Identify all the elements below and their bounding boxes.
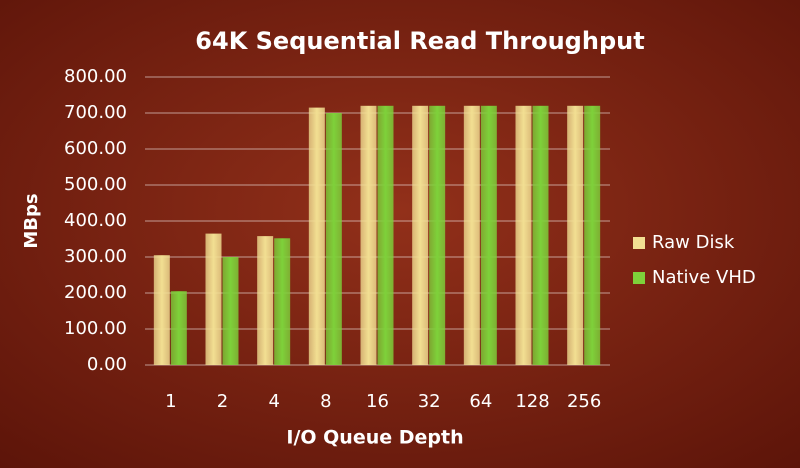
bar bbox=[567, 105, 584, 366]
bar bbox=[377, 105, 394, 366]
bar bbox=[515, 105, 532, 366]
x-tick-label: 32 bbox=[418, 391, 441, 412]
bar bbox=[257, 236, 274, 365]
bar bbox=[325, 113, 342, 365]
chart-title: 64K Sequential Read Throughput bbox=[195, 27, 644, 55]
y-tick-label: 400.00 bbox=[64, 210, 127, 231]
y-tick-label: 700.00 bbox=[64, 102, 127, 123]
bar bbox=[532, 105, 549, 366]
bar bbox=[360, 105, 377, 366]
bar bbox=[463, 105, 480, 366]
legend-swatch bbox=[633, 272, 645, 284]
bar bbox=[170, 291, 187, 365]
x-axis-label: I/O Queue Depth bbox=[286, 427, 463, 449]
y-tick-label: 100.00 bbox=[64, 318, 127, 339]
x-tick-label: 64 bbox=[469, 391, 492, 412]
x-tick-label: 256 bbox=[567, 391, 601, 412]
x-tick-label: 2 bbox=[217, 391, 228, 412]
y-tick-label: 600.00 bbox=[64, 138, 127, 159]
legend-label: Raw Disk bbox=[652, 232, 735, 253]
y-tick-label: 300.00 bbox=[64, 246, 127, 267]
bar bbox=[429, 105, 446, 366]
bar bbox=[222, 257, 239, 365]
bar bbox=[153, 255, 170, 365]
y-axis-label: MBps bbox=[21, 193, 42, 248]
bar bbox=[412, 105, 429, 366]
y-tick-label: 500.00 bbox=[64, 174, 127, 195]
legend-label: Native VHD bbox=[652, 267, 756, 288]
y-tick-label: 800.00 bbox=[64, 66, 127, 87]
x-tick-label: 4 bbox=[268, 391, 279, 412]
x-tick-label: 128 bbox=[515, 391, 549, 412]
x-tick-label: 8 bbox=[320, 391, 331, 412]
x-tick-label: 1 bbox=[165, 391, 176, 412]
bar bbox=[274, 238, 291, 365]
bar bbox=[308, 107, 325, 365]
y-tick-label: 200.00 bbox=[64, 282, 127, 303]
legend-swatch bbox=[633, 237, 645, 249]
bar bbox=[584, 105, 601, 366]
x-tick-label: 16 bbox=[366, 391, 389, 412]
y-tick-label: 0.00 bbox=[87, 354, 127, 375]
bar bbox=[205, 233, 222, 365]
bar bbox=[480, 105, 497, 366]
